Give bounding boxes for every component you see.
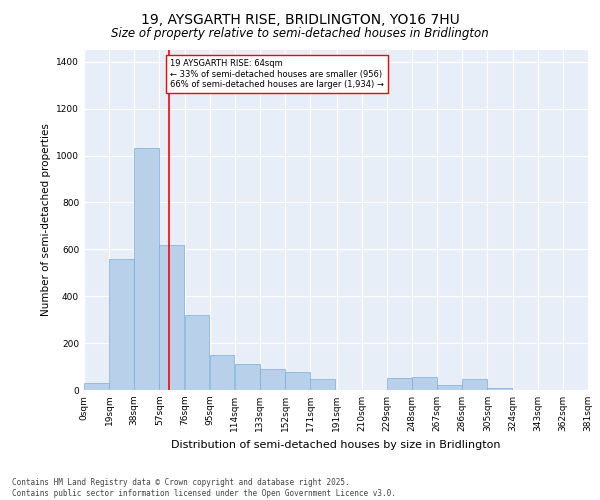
Bar <box>437 386 462 390</box>
Bar <box>84 383 109 390</box>
Y-axis label: Number of semi-detached properties: Number of semi-detached properties <box>41 124 50 316</box>
Bar <box>160 244 184 390</box>
Bar <box>487 388 512 390</box>
Bar <box>285 372 310 390</box>
Bar <box>235 364 260 390</box>
Bar <box>412 377 437 390</box>
Text: Size of property relative to semi-detached houses in Bridlington: Size of property relative to semi-detach… <box>111 28 489 40</box>
X-axis label: Distribution of semi-detached houses by size in Bridlington: Distribution of semi-detached houses by … <box>171 440 501 450</box>
Bar <box>109 258 134 390</box>
Text: 19 AYSGARTH RISE: 64sqm
← 33% of semi-detached houses are smaller (956)
66% of s: 19 AYSGARTH RISE: 64sqm ← 33% of semi-de… <box>170 60 384 89</box>
Text: 19, AYSGARTH RISE, BRIDLINGTON, YO16 7HU: 19, AYSGARTH RISE, BRIDLINGTON, YO16 7HU <box>140 12 460 26</box>
Bar <box>387 378 412 390</box>
Bar <box>134 148 159 390</box>
Bar <box>209 355 235 390</box>
Text: Contains HM Land Registry data © Crown copyright and database right 2025.
Contai: Contains HM Land Registry data © Crown c… <box>12 478 396 498</box>
Bar <box>185 315 209 390</box>
Bar <box>463 380 487 390</box>
Bar <box>260 369 284 390</box>
Bar <box>310 380 335 390</box>
